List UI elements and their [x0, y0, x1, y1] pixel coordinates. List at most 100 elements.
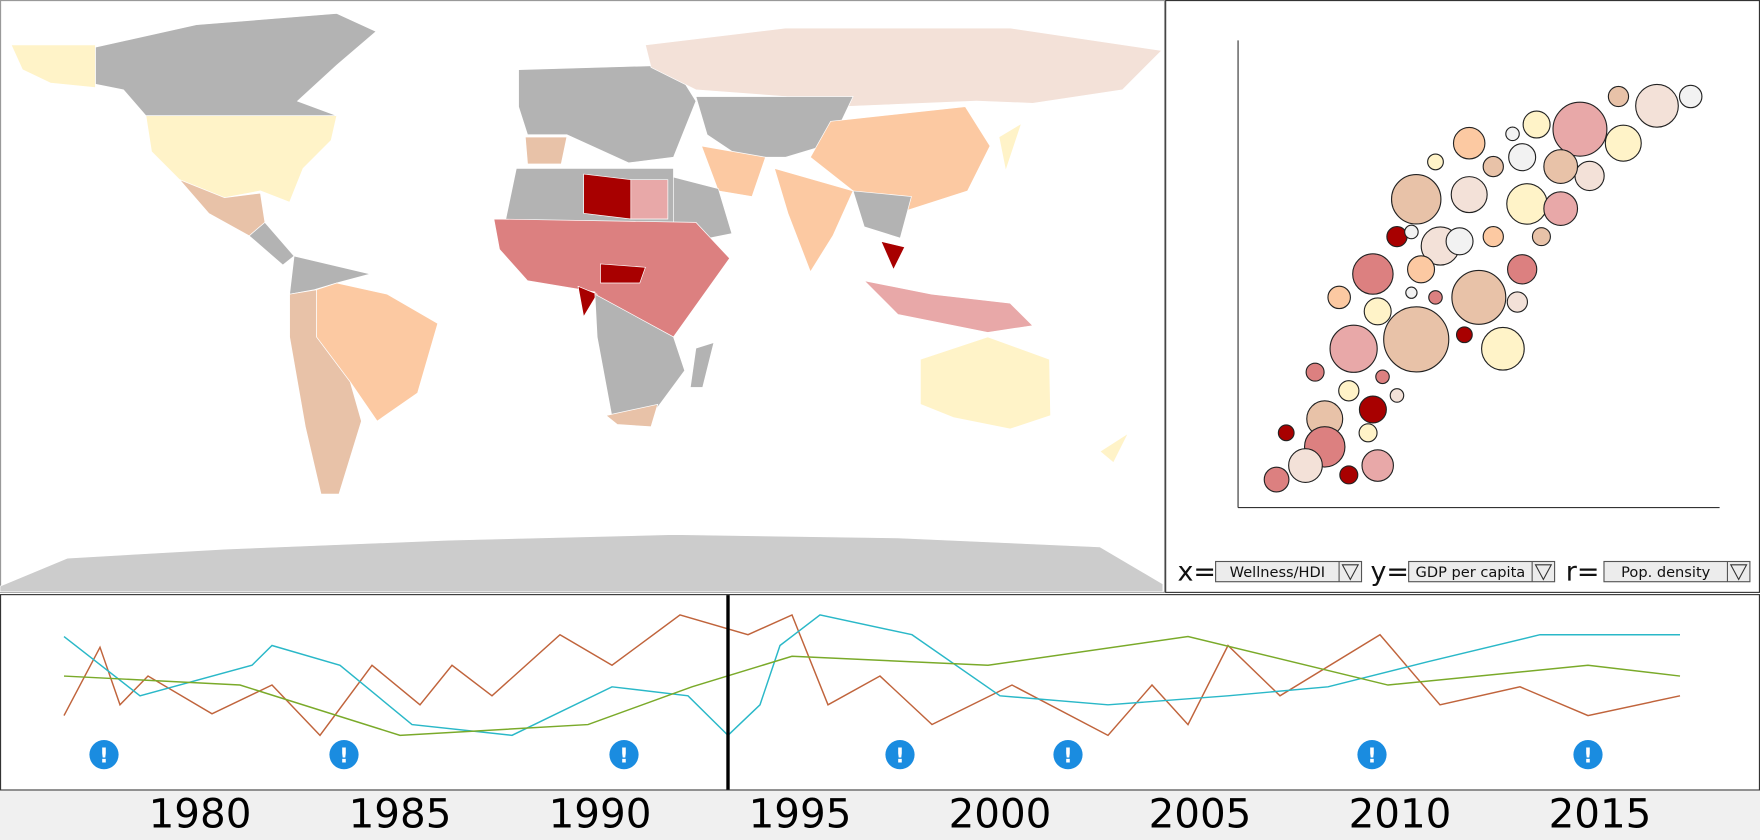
- alert[interactable]: !: [1357, 740, 1387, 770]
- bubble[interactable]: [1481, 326, 1525, 371]
- timeline-line: [63, 614, 1681, 737]
- alert-symbol[interactable]: !: [895, 744, 904, 768]
- year-label[interactable]: 1995: [749, 790, 852, 838]
- year-label[interactable]: 1990: [549, 790, 652, 838]
- bubble[interactable]: [1522, 110, 1551, 139]
- bubble[interactable]: [1288, 448, 1323, 483]
- alert-icon[interactable]: [1053, 740, 1083, 770]
- iran: [701, 145, 766, 197]
- southeast-asia: [852, 190, 912, 239]
- dropdown-arrow[interactable]: [1341, 564, 1360, 581]
- alert-symbol[interactable]: !: [1367, 744, 1376, 768]
- bubble[interactable]: [1450, 176, 1488, 214]
- dropdown-arrow[interactable]: [1729, 564, 1748, 581]
- alert-icon[interactable]: [885, 740, 915, 770]
- dropdown[interactable]: Pop. density: [1603, 560, 1751, 583]
- australia: [920, 336, 1051, 430]
- alert-symbol[interactable]: !: [619, 744, 628, 768]
- dropdown[interactable]: GDP per capita: [1408, 560, 1556, 583]
- bubble[interactable]: [1451, 269, 1507, 325]
- bubble[interactable]: [1482, 155, 1504, 178]
- bubble[interactable]: [1508, 143, 1537, 172]
- bubble[interactable]: [1604, 124, 1642, 162]
- bubble[interactable]: [1263, 466, 1290, 493]
- alert[interactable]: !: [885, 740, 915, 770]
- bubble[interactable]: [1358, 395, 1387, 424]
- alert-icon[interactable]: [89, 740, 119, 770]
- bubble[interactable]: [1428, 290, 1443, 305]
- world-map: [0, 0, 1166, 593]
- timeline-line: [63, 613, 1681, 737]
- bubble[interactable]: [1452, 126, 1486, 160]
- alert-icon[interactable]: [1357, 740, 1387, 770]
- year-label[interactable]: 2005: [1149, 790, 1252, 838]
- bubble[interactable]: [1482, 225, 1504, 248]
- bubble[interactable]: [1329, 324, 1378, 373]
- alert[interactable]: !: [89, 740, 119, 770]
- bubble[interactable]: [1607, 85, 1630, 108]
- bubble[interactable]: [1305, 362, 1325, 382]
- bubble[interactable]: [1531, 227, 1551, 247]
- alert[interactable]: !: [329, 740, 359, 770]
- bubble[interactable]: [1352, 253, 1394, 295]
- bubble[interactable]: [1390, 173, 1442, 225]
- bubble[interactable]: [1389, 388, 1405, 403]
- bubble[interactable]: [1635, 83, 1679, 128]
- bubble[interactable]: [1543, 191, 1579, 227]
- dropdown-value[interactable]: GDP per capita: [1416, 564, 1526, 581]
- alert-symbol[interactable]: !: [1063, 744, 1072, 768]
- alert-icon[interactable]: [1573, 740, 1603, 770]
- brazil: [316, 282, 439, 422]
- alert-symbol[interactable]: !: [339, 744, 348, 768]
- year-label[interactable]: 2015: [1549, 790, 1652, 838]
- dropdown-box[interactable]: [1603, 560, 1751, 583]
- bubble[interactable]: [1405, 286, 1418, 299]
- control-label: x=: [1177, 557, 1216, 588]
- dropdown-box[interactable]: [1408, 560, 1556, 583]
- alert[interactable]: !: [1053, 740, 1083, 770]
- bubble[interactable]: [1506, 291, 1529, 313]
- bubble[interactable]: [1361, 449, 1394, 482]
- dropdown[interactable]: Wellness/HDI: [1215, 560, 1363, 583]
- bubble[interactable]: [1505, 126, 1520, 142]
- bubble[interactable]: [1358, 423, 1378, 443]
- year-label[interactable]: 1985: [349, 790, 452, 838]
- alert-icon[interactable]: [609, 740, 639, 770]
- alert-icon[interactable]: [329, 740, 359, 770]
- bubble[interactable]: [1552, 101, 1608, 157]
- bubble[interactable]: [1427, 153, 1444, 171]
- madagascar: [689, 342, 715, 388]
- bubble[interactable]: [1277, 424, 1295, 442]
- bubble[interactable]: [1363, 297, 1392, 326]
- year-label[interactable]: 2000: [949, 790, 1052, 838]
- bubble[interactable]: [1507, 254, 1538, 285]
- bubble[interactable]: [1386, 225, 1408, 248]
- bubble[interactable]: [1404, 224, 1419, 240]
- dropdown-value[interactable]: Wellness/HDI: [1230, 564, 1325, 581]
- egypt: [630, 179, 669, 220]
- alert[interactable]: !: [1573, 740, 1603, 770]
- bubble[interactable]: [1455, 326, 1473, 344]
- year-label[interactable]: 1980: [149, 790, 252, 838]
- bubble[interactable]: [1678, 84, 1703, 109]
- bubble[interactable]: [1383, 306, 1450, 373]
- alert[interactable]: !: [609, 740, 639, 770]
- bubble[interactable]: [1407, 255, 1436, 284]
- control-label: y=: [1371, 557, 1410, 588]
- alert-symbol[interactable]: !: [1583, 744, 1592, 768]
- bubble[interactable]: [1327, 285, 1351, 310]
- south-africa: [605, 403, 659, 428]
- dropdown-arrow[interactable]: [1534, 564, 1553, 581]
- alert-symbol[interactable]: !: [99, 744, 108, 768]
- bubble[interactable]: [1543, 149, 1579, 184]
- year-label[interactable]: 2010: [1349, 790, 1452, 838]
- dropdown-box[interactable]: [1215, 560, 1363, 583]
- usa: [145, 115, 338, 203]
- bubble[interactable]: [1445, 227, 1474, 256]
- bubble[interactable]: [1506, 183, 1548, 225]
- dropdown-value[interactable]: Pop. density: [1621, 564, 1711, 581]
- bubble[interactable]: [1375, 369, 1390, 385]
- bubble[interactable]: [1338, 380, 1360, 402]
- bubble[interactable]: [1339, 465, 1359, 485]
- bubble[interactable]: [1574, 160, 1605, 192]
